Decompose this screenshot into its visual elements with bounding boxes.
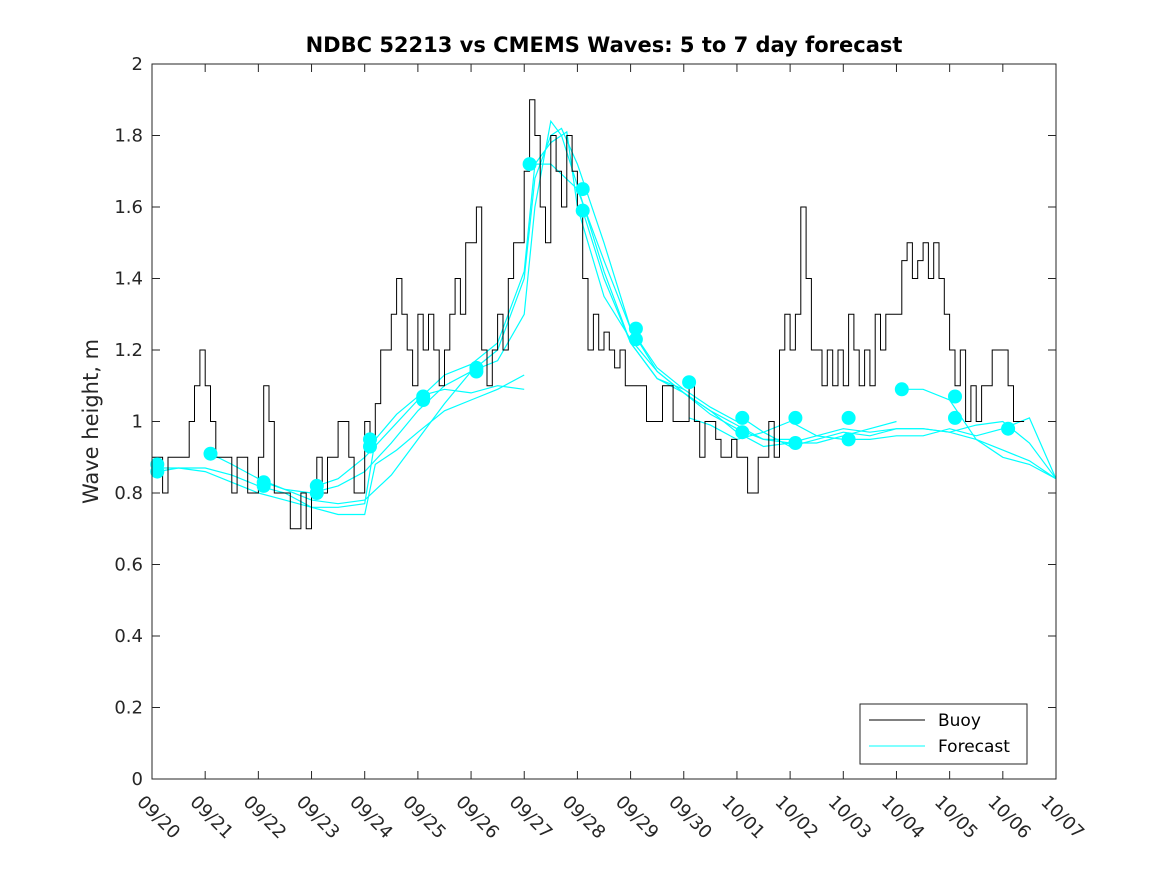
y-tick-label: 0.8 (114, 483, 143, 504)
y-tick-label: 0.4 (114, 626, 143, 647)
series-layer (150, 99, 1057, 530)
y-tick-label: 0 (132, 769, 143, 790)
buoy-line (152, 99, 1025, 530)
forecast-marker (256, 475, 271, 490)
axes-box (151, 63, 1057, 780)
y-tick-label: 2 (132, 54, 143, 75)
forecast-marker (628, 321, 643, 336)
legend-forecast-label: Forecast (938, 737, 1010, 757)
forecast-run-line (157, 385, 525, 508)
y-tick-label: 1.6 (114, 197, 143, 218)
forecast-marker (1001, 421, 1016, 436)
legend-box (859, 703, 1028, 765)
forecast-marker (948, 410, 962, 425)
y-tick-label: 1.2 (114, 340, 143, 361)
legend: Buoy Forecast (859, 703, 1028, 765)
forecast-marker (150, 457, 165, 472)
forecast-run-line (263, 127, 738, 494)
forecast-marker (203, 446, 218, 461)
y-tick-label: 1.4 (114, 269, 143, 290)
forecast-marker (416, 389, 431, 404)
forecast-marker (575, 182, 590, 197)
forecast-marker (735, 425, 750, 440)
forecast-marker (682, 375, 697, 390)
y-tick-label: 0.2 (114, 698, 143, 719)
forecast-marker (575, 203, 590, 218)
forecast-marker (894, 382, 909, 397)
plot-area (152, 64, 1056, 779)
forecast-run-line (901, 388, 1057, 480)
y-tick-label: 1 (132, 412, 143, 433)
forecast-marker (841, 432, 856, 447)
y-tick-label: 0.6 (114, 555, 143, 576)
chart-title: NDBC 52213 vs CMEMS Waves: 5 to 7 day fo… (306, 33, 903, 57)
y-tick-label: 1.8 (114, 126, 143, 147)
forecast-marker (948, 389, 962, 404)
forecast-marker (363, 432, 377, 447)
legend-buoy-label: Buoy (938, 711, 981, 731)
y-axis-label: Wave height, m (79, 339, 103, 504)
forecast-marker (628, 332, 643, 347)
forecast-marker (469, 360, 484, 375)
forecast-marker (735, 410, 750, 425)
forecast-marker (309, 478, 324, 493)
forecast-marker (522, 157, 537, 172)
forecast-marker (841, 410, 856, 425)
forecast-marker (788, 410, 803, 425)
forecast-marker (788, 436, 803, 450)
y-axis-ticks: 0 0.2 0.4 0.6 0.8 1 1.2 1.4 1.6 1.8 2 (114, 54, 1056, 790)
forecast-run-line (157, 374, 525, 516)
